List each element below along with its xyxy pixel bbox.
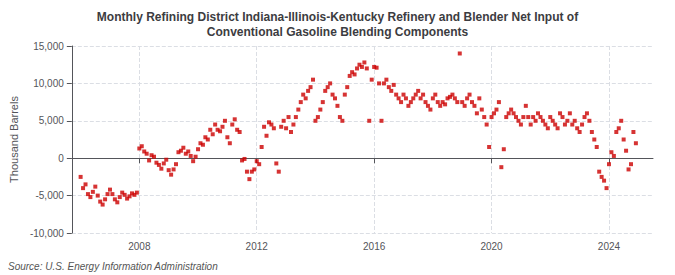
svg-text:10,000: 10,000 xyxy=(33,78,64,89)
svg-text:Conventional Gasoline Blending: Conventional Gasoline Blending Component… xyxy=(207,25,469,39)
svg-text:15,000: 15,000 xyxy=(33,41,64,52)
svg-text:2008: 2008 xyxy=(128,241,151,252)
svg-text:2024: 2024 xyxy=(598,241,621,252)
svg-text:5,000: 5,000 xyxy=(39,115,64,126)
svg-text:Thousand Barrels: Thousand Barrels xyxy=(8,96,20,183)
svg-text:Monthly Refining District Indi: Monthly Refining District Indiana-Illino… xyxy=(97,10,579,24)
svg-text:2016: 2016 xyxy=(363,241,386,252)
svg-text:2012: 2012 xyxy=(246,241,269,252)
svg-text:-10,000: -10,000 xyxy=(30,228,64,239)
svg-text:-5,000: -5,000 xyxy=(35,190,64,201)
svg-text:Source: U.S. Energy Informatio: Source: U.S. Energy Information Administ… xyxy=(8,261,218,272)
svg-text:2020: 2020 xyxy=(480,241,503,252)
svg-text:0: 0 xyxy=(58,153,64,164)
